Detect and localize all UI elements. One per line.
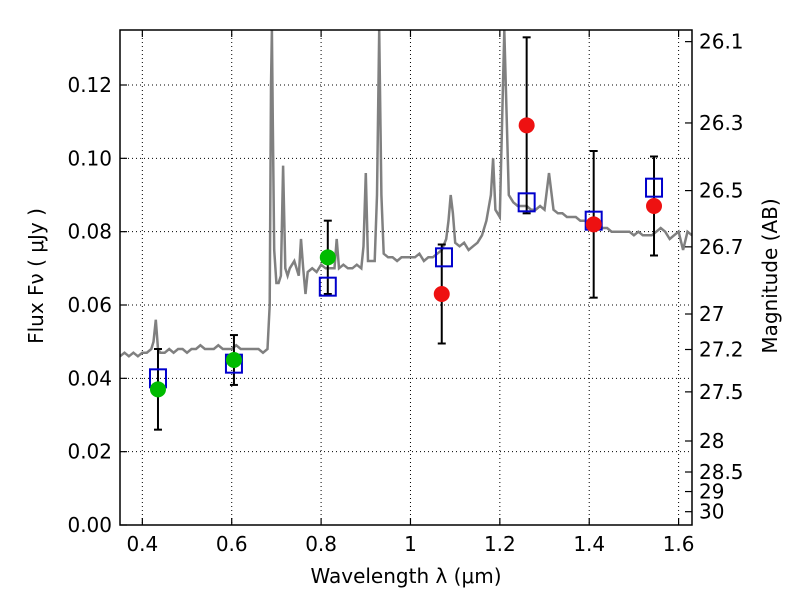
x-axis-label: Wavelength λ (μm) — [310, 564, 501, 588]
y2-tick-label: 30 — [699, 500, 724, 524]
x-tick-label: 0.8 — [305, 532, 337, 556]
y-tick-label: 0.12 — [67, 73, 112, 97]
model-photometry-square-3 — [434, 247, 453, 268]
observed-point-3 — [433, 286, 450, 302]
y2-tick-label: 29 — [699, 480, 724, 504]
observed-point-2 — [319, 249, 336, 266]
axes-frame — [119, 29, 693, 526]
y2-tick-label: 27.2 — [699, 338, 744, 362]
y-tick-label: 0.08 — [67, 220, 112, 244]
model-spectrum-line — [120, 30, 692, 358]
axes: 0.4 0.6 0.8 1 1.2 1.4 1.6 0.00 0.02 0.04 0.06 0.08 0… — [67, 29, 744, 556]
observed-point-4 — [518, 117, 535, 134]
y2-axis-label: Magnitude (AB) — [758, 198, 782, 353]
model-photometry-square-6 — [645, 177, 664, 198]
y2-tick-label: 28 — [699, 429, 724, 453]
x-tick-label: 1.2 — [484, 532, 516, 556]
observed-point-1 — [225, 352, 242, 368]
observed-point-5 — [585, 216, 602, 233]
y2-tick-label: 26.3 — [699, 111, 744, 135]
x-tick-label: 1.6 — [663, 532, 695, 556]
y-axis-label: Flux Fν ( μJy ) — [24, 208, 48, 344]
x-tick-label: 1 — [404, 532, 417, 556]
plot-area — [120, 30, 692, 431]
model-photometry-square-2 — [318, 276, 337, 297]
y-tick-label: 0.02 — [67, 440, 112, 464]
y2-tick-label: 26.7 — [699, 235, 744, 259]
y-tick-label: 0.10 — [67, 146, 112, 170]
x-tick-label: 0.4 — [126, 532, 158, 556]
y2-tick-label: 26.1 — [699, 30, 744, 54]
x-tick-label: 1.4 — [573, 532, 605, 556]
y2-tick-label: 26.5 — [699, 179, 744, 203]
y-tick-label: 0.04 — [67, 366, 112, 390]
y2-tick-label: 27.5 — [699, 380, 744, 404]
model-photometry-square-4 — [517, 192, 536, 213]
observed-point-0 — [149, 381, 166, 398]
y-tick-label: 0.06 — [67, 293, 112, 317]
observed-point-6 — [646, 198, 663, 214]
x-tick-label: 0.6 — [216, 532, 248, 556]
y-tick-label: 0.00 — [67, 513, 112, 537]
y2-tick-label: 27 — [699, 302, 724, 326]
y2-tick-label: 28.5 — [699, 460, 744, 484]
grid-lines — [120, 30, 692, 526]
